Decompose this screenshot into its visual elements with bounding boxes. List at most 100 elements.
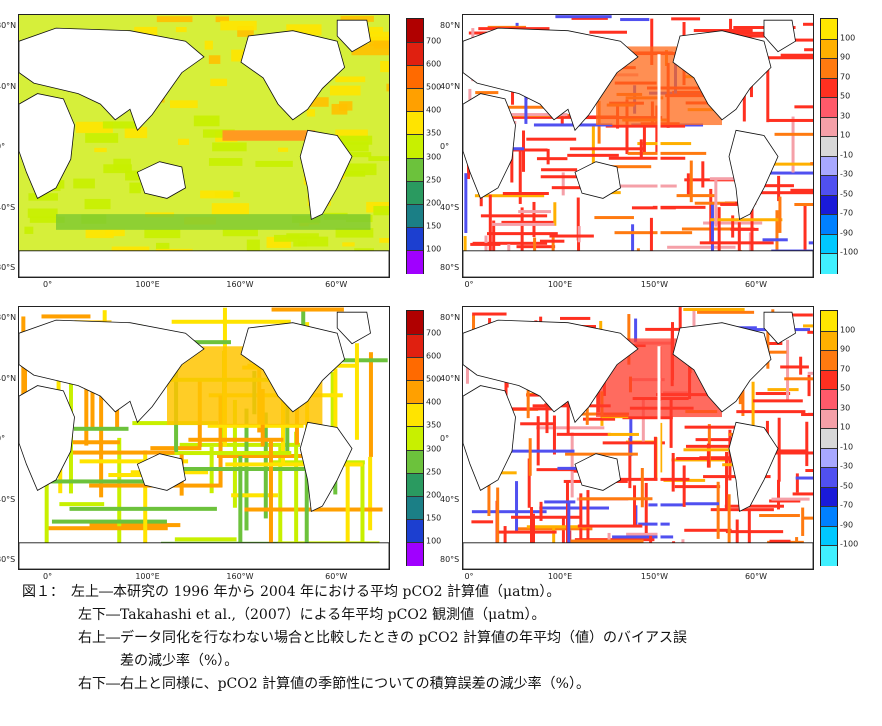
colorbar-segment <box>821 428 837 449</box>
longitude-label: 100°E <box>135 572 160 581</box>
colorbar-segment <box>407 357 423 382</box>
colorbar <box>406 310 424 566</box>
colorbar-segment <box>821 116 837 138</box>
colorbar-segment <box>407 42 423 67</box>
colorbar-tick-label: 30 <box>840 403 851 413</box>
colorbar-tick-label: 200 <box>426 198 442 208</box>
colorbar-segment <box>821 38 837 60</box>
colorbar-tick-label: -50 <box>840 481 854 491</box>
colorbar-tick-label: 50 <box>840 383 851 393</box>
colorbar-segment <box>407 157 423 182</box>
colorbar-segment <box>821 467 837 488</box>
longitude-label: 100°E <box>547 280 573 289</box>
colorbar-tick-label: 350 <box>426 420 442 430</box>
colorbar-tick-label: 100 <box>840 325 856 335</box>
colorbar-tick-label: 300 <box>426 444 442 454</box>
colorbar-segment <box>407 134 423 159</box>
colorbar-segment <box>407 403 423 428</box>
colorbar-segment <box>821 506 837 527</box>
ocean-map <box>462 306 814 570</box>
colorbar-segment <box>821 77 837 99</box>
colorbar-tick-label: -10 <box>840 150 854 160</box>
colorbar-tick-label: 600 <box>426 59 442 69</box>
colorbar-tick-label: 700 <box>426 328 442 338</box>
colorbar-tick-label: 100 <box>840 33 856 43</box>
colorbar-tick-label: 90 <box>840 344 851 354</box>
colorbar-segment <box>821 155 837 177</box>
colorbar-segment <box>821 525 837 547</box>
colorbar-tick-label: 200 <box>426 490 442 500</box>
colorbar-tick-label: -70 <box>840 208 854 218</box>
colorbar-tick-label: -30 <box>840 461 854 471</box>
longitude-label: 150°W <box>640 280 669 289</box>
colorbar-segment <box>821 58 837 79</box>
longitude-label: 60°W <box>744 280 768 289</box>
colorbar-segment <box>407 495 423 520</box>
latitude-label: 0° <box>440 142 450 151</box>
longitude-label: 0° <box>43 572 53 581</box>
colorbar-segment <box>407 541 423 566</box>
ocean-map <box>462 14 814 278</box>
latitude-label: 40°S <box>0 202 16 212</box>
colorbar-tick-label: -90 <box>840 520 854 530</box>
colorbar-tick-label: 90 <box>840 52 851 62</box>
colorbar-tick-label: 250 <box>426 175 442 185</box>
colorbar-tick-label: -30 <box>840 169 854 179</box>
colorbar-segment <box>821 389 837 410</box>
caption-line-3: 右上―データ同化を行なわない場合と比較したときの pCO2 計算値の年平均（値）… <box>78 630 687 646</box>
colorbar-segment <box>821 447 837 469</box>
longitude-label: 100°E <box>547 572 573 581</box>
longitude-label: 160°W <box>226 280 254 289</box>
longitude-label: 60°W <box>325 572 348 581</box>
colorbar-segment <box>821 486 837 508</box>
latitude-label: 80°S <box>440 555 460 564</box>
colorbar-segment <box>407 65 423 90</box>
longitude-label: 100°E <box>135 280 160 289</box>
longitude-label: 60°W <box>744 572 768 581</box>
colorbar-segment <box>407 472 423 497</box>
colorbar-tick-label: 50 <box>840 91 851 101</box>
colorbar-segment <box>821 97 837 118</box>
latitude-label: 0° <box>440 434 450 443</box>
colorbar-segment <box>821 330 837 352</box>
colorbar-segment <box>407 88 423 113</box>
latitude-label: 80°N <box>440 313 461 322</box>
latitude-label: 40°S <box>440 494 460 504</box>
latitude-label: 80°S <box>0 555 16 564</box>
longitude-label: 60°W <box>325 280 348 289</box>
colorbar-tick-label: 700 <box>426 36 442 46</box>
colorbar-tick-label: 10 <box>840 130 851 140</box>
colorbar-tick-label: -70 <box>840 500 854 510</box>
colorbar-segment <box>407 249 423 274</box>
colorbar-tick-label: 500 <box>426 82 442 92</box>
colorbar-segment <box>407 180 423 205</box>
caption-line-4: 差の減少率（%）。 <box>120 653 239 669</box>
colorbar-tick-label: 150 <box>426 513 442 523</box>
colorbar-segment <box>821 369 837 391</box>
colorbar-segment <box>821 253 837 274</box>
colorbar-segment <box>407 334 423 359</box>
colorbar-segment <box>407 111 423 136</box>
colorbar-segment <box>821 408 837 430</box>
colorbar-tick-label: 70 <box>840 364 851 374</box>
colorbar-segment <box>821 233 837 255</box>
colorbar-segment <box>821 214 837 235</box>
latitude-label: 80°N <box>0 21 17 30</box>
caption-line-5: 右下―右上と同様に、pCO2 計算値の季節性についての積算誤差の減少率（%）。 <box>78 676 590 692</box>
longitude-label: 160°W <box>226 572 254 581</box>
longitude-label: 150°W <box>640 572 669 581</box>
longitude-label: 0° <box>464 280 474 289</box>
latitude-label: 80°S <box>0 263 16 272</box>
colorbar-segment <box>407 426 423 451</box>
colorbar-tick-label: -50 <box>840 189 854 199</box>
colorbar <box>820 310 838 566</box>
colorbar-tick-label: 600 <box>426 351 442 361</box>
colorbar <box>820 18 838 274</box>
colorbar-segment <box>407 311 423 335</box>
caption-line-2: 左下―Takahashi et al.,（2007）による年平均 pCO2 観測… <box>78 607 546 623</box>
colorbar-segment <box>821 350 837 371</box>
colorbar-segment <box>821 194 837 216</box>
colorbar-tick-label: 400 <box>426 397 442 407</box>
colorbar-tick-label: 150 <box>426 221 442 231</box>
colorbar-tick-label: 250 <box>426 467 442 477</box>
